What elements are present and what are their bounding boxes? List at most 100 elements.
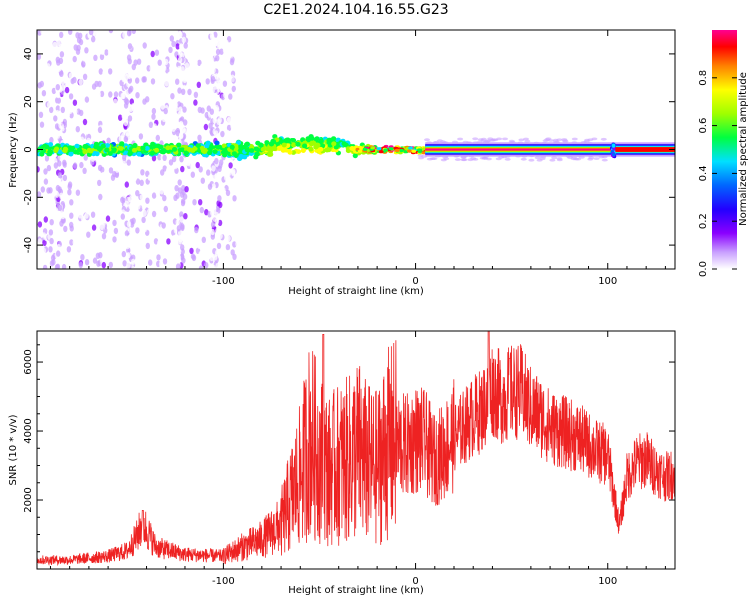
spectrogram-noise-cell [231,77,235,83]
spectrogram-noise-cell [175,263,181,269]
spectrogram-noise-cell [85,192,90,200]
spectrogram-noise-cell [170,93,175,100]
spectrogram-noise-cell [222,47,228,54]
spectrogram-noise-cell [235,241,239,247]
spectrogram-noise-cell [97,179,102,187]
spectrogram-noise-cell [118,157,123,164]
spectrogram-noise-cell [161,222,166,229]
spectrogram-noise-cell [135,190,140,197]
spectrogram-band-cell [331,141,337,147]
spectrogram-noise-cell [198,226,203,233]
spectrogram-noise-cell [291,198,295,204]
spectrogram-noise-cell [177,111,182,118]
spectrogram-band-cell [370,146,376,150]
spectrogram-noise-cell [187,88,192,96]
spectrogram-noise-cell [222,211,227,219]
spectrogram-noise-cell [63,91,68,99]
spectrogram-band-cell [311,140,317,146]
spectrogram-noise-cell [175,94,181,101]
spectrogram-noise-cell [112,236,117,243]
spectrogram-noise-cell [132,182,137,190]
spectrogram-noise-cell [151,155,157,162]
spectrogram-band-cell [68,147,75,153]
spectrogram-noise-cell [75,189,81,196]
spectrogram-noise-cell [228,194,233,201]
spectrogram-noise-cell [189,247,194,255]
spectrogram-noise-cell [82,73,88,81]
spectrogram-noise-cell [204,262,209,269]
spectrogram-noise-cell [338,32,343,38]
spectrogram-noise-cell [198,220,203,227]
spectrogram-noise-cell [213,61,218,68]
spectrogram-noise-cell [214,211,219,219]
spectrogram-noise-cell [146,113,151,121]
spectrogram-band-cell [318,146,324,152]
spectrogram-noise-cell [72,239,77,246]
spectrogram-noise-cell [226,117,232,124]
spectrogram-noise-cell [197,38,202,45]
spectrogram-band-cell [276,145,282,151]
spectrogram-spike-cell [612,152,616,157]
spectrogram-noise-cell [171,155,177,163]
spectrogram-noise-cell [37,191,42,198]
spectrogram-noise-cell [200,107,205,114]
spectrogram-noise-cell [55,109,60,117]
spectrogram-noise-cell [371,238,375,244]
spectrogram-noise-cell [60,106,65,114]
spectrogram-noise-cell [249,61,254,67]
spectrogram-noise-cell [37,245,40,253]
spectrogram-noise-cell [205,78,210,85]
spectrogram-noise-cell [251,249,256,255]
spectrogram-halo-cell [480,137,487,141]
spectrogram-noise-cell [161,75,167,83]
spectrogram-noise-cell [56,97,61,104]
spectrogram-noise-cell [126,159,131,166]
spectrogram-halo-cell [561,139,568,143]
spectrogram-noise-cell [154,44,159,51]
spectrogram-noise-cell [56,78,61,86]
spectrogram-band-cell [118,146,124,151]
spectrogram-noise-cell [124,211,130,219]
spectrogram-noise-cell [195,30,200,34]
spectrogram-noise-cell [67,189,72,196]
spectrogram-noise-cell [163,107,168,115]
spectrogram-band-cell [231,151,237,157]
spectrogram-halo-cell [588,156,595,160]
spectrogram-halo-cell [593,157,600,161]
spectrogram-noise-cell [104,49,109,56]
spectrogram-noise-cell [37,238,43,245]
spectrogram-noise-cell [99,75,105,82]
colorbar: 0.0 0.2 0.4 0.6 0.8 Normalized spectral ampl… [698,30,749,277]
spectrogram-noise-cell [411,240,416,246]
spectrogram-band-cell [244,147,250,153]
spectrogram-halo-cell [467,158,474,162]
spectrogram-noise-cell [138,83,143,90]
spectrogram-noise-cell [173,101,178,109]
spectrogram-noise-cell [177,238,183,245]
spectrogram-noise-cell [339,103,344,109]
spectrogram-noise-cell [75,168,80,175]
spectrogram-noise-cell [163,58,169,66]
spectrogram-noise-cell [167,132,173,140]
spectrogram-noise-cell [188,258,194,265]
colorbar-ticks: 0.0 0.2 0.4 0.6 0.8 [698,70,737,277]
spectrogram-noise-cell [203,103,208,110]
spectrogram-noise-cell [178,132,184,139]
spectrogram-noise-cell [229,108,234,116]
spectrogram-halo-cell [601,158,608,162]
spectrogram-noise-cell [155,134,160,142]
spectrogram-band-cell [313,144,319,150]
spectrogram-noise-cell [156,246,162,254]
spectrogram-noise-cell [156,254,161,261]
spectrogram-noise-cell [289,40,293,46]
spectrogram-noise-cell [266,42,271,48]
spectrogram-noise-cell [195,112,200,119]
spectrogram-band-cell [165,145,171,151]
spectrogram-noise-cell [122,154,127,161]
spectrogram-noise-cell [44,155,50,162]
spectrogram-noise-cell [181,36,186,43]
spectrogram-noise-cell [121,38,127,45]
spectrogram-noise-cell [37,157,41,164]
spectrogram-noise-cell [210,34,215,41]
